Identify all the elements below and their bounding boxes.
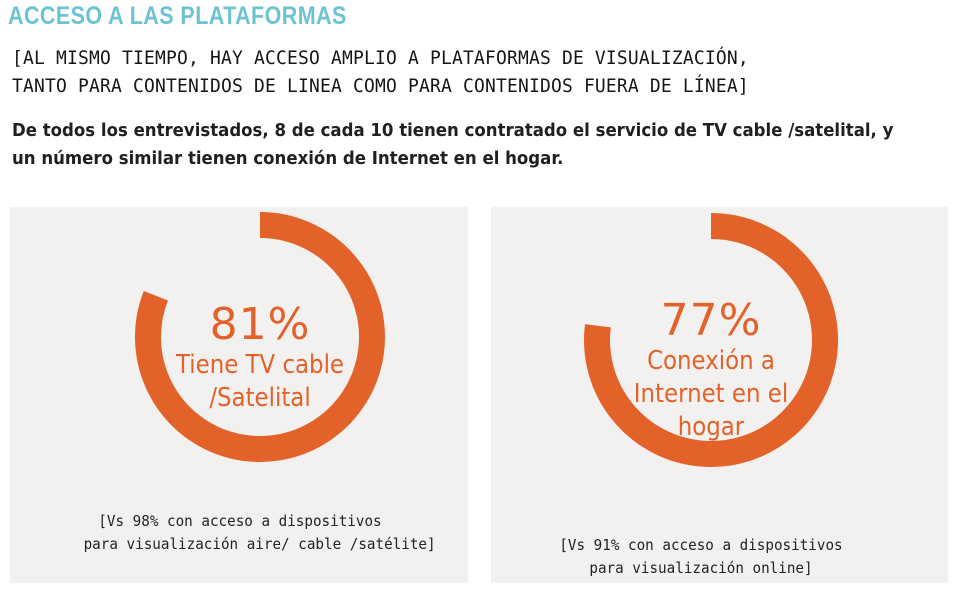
internet-note-line-1: [Vs 91% con acceso a dispositivos xyxy=(559,536,843,554)
tv-cable-percent: 81% xyxy=(209,299,311,350)
internet-label-3: hogar xyxy=(677,412,745,442)
donut-arc-1 xyxy=(584,213,838,467)
headline-line-1: [AL MISMO TIEMPO, HAY ACCESO AMPLIO A PL… xyxy=(12,47,749,69)
tv-cable-note: [Vs 98% con acceso a dispositivos para v… xyxy=(83,510,436,556)
tv-cable-panel: 81% Tiene TV cable /Satelital [Vs 98% co… xyxy=(10,207,468,583)
tv-cable-note-line-1: [Vs 98% con acceso a dispositivos xyxy=(98,512,382,530)
intro-text: De todos los entrevistados, 8 de cada 10… xyxy=(12,117,895,173)
tv-cable-note-line-2: para visualización aire/ cable /satélite… xyxy=(83,535,436,553)
headline-line-2: TANTO PARA CONTENIDOS DE LINEA COMO PARA… xyxy=(12,75,749,97)
internet-label-1: Conexión a xyxy=(647,346,775,376)
intro-line-1: De todos los entrevistados, 8 de cada 10… xyxy=(12,120,894,141)
intro-line-2: un número similar tienen conexión de Int… xyxy=(12,148,564,169)
internet-note-line-2: para visualización online] xyxy=(589,559,813,577)
internet-donut-chart xyxy=(584,213,838,467)
internet-panel: 77% Conexión a Internet en el hogar [Vs … xyxy=(491,207,948,583)
tv-cable-label-2: /Satelital xyxy=(209,383,311,413)
tv-cable-center: 81% Tiene TV cable /Satelital xyxy=(140,301,380,415)
tv-cable-label-1: Tiene TV cable xyxy=(175,350,345,380)
headline: [AL MISMO TIEMPO, HAY ACCESO AMPLIO A PL… xyxy=(12,44,900,100)
internet-label-2: Internet en el xyxy=(633,379,789,409)
section-title: ACCESO A LAS PLATAFORMAS xyxy=(8,2,347,30)
donut-arc-0 xyxy=(135,212,385,462)
internet-note: [Vs 91% con acceso a dispositivos para v… xyxy=(545,534,858,580)
internet-percent: 77% xyxy=(660,295,762,346)
tv-cable-donut-chart xyxy=(135,212,385,462)
internet-center: 77% Conexión a Internet en el hogar xyxy=(586,297,836,444)
